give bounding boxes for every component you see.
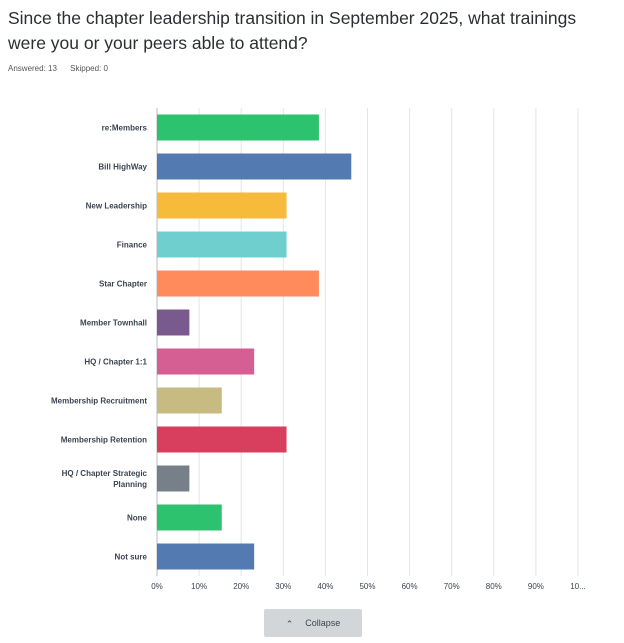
- bar[interactable]: [157, 309, 190, 336]
- category-label: None: [127, 514, 148, 523]
- x-tick-label: 90%: [528, 582, 544, 591]
- x-tick-label: 80%: [486, 582, 502, 591]
- bar[interactable]: [157, 465, 190, 492]
- category-label: Bill HighWay: [98, 163, 147, 172]
- bar[interactable]: [157, 270, 319, 297]
- skipped-count: Skipped: 0: [70, 64, 108, 73]
- bar[interactable]: [157, 387, 222, 414]
- category-label: HQ / Chapter Strategic Planning: [62, 469, 148, 489]
- x-tick-label: 40%: [317, 582, 333, 591]
- bar[interactable]: [157, 231, 287, 258]
- category-label: Star Chapter: [99, 280, 147, 289]
- response-stats: Answered: 13 Skipped: 0: [8, 64, 119, 73]
- bar-chart: re:Members Bill HighWay New Leadership Fina…: [51, 108, 586, 591]
- bar[interactable]: [157, 543, 255, 570]
- bar[interactable]: [157, 348, 255, 375]
- x-tick-label: 10%: [191, 582, 207, 591]
- category-label: Finance: [117, 241, 148, 250]
- bar[interactable]: [157, 504, 222, 531]
- category-label: New Leadership: [86, 202, 147, 211]
- x-tick-label: 70%: [444, 582, 460, 591]
- x-tick-label: 50%: [359, 582, 375, 591]
- category-labels: re:Members Bill HighWay New Leadership Fina…: [51, 124, 148, 562]
- x-tick-label: 60%: [402, 582, 418, 591]
- chart-grid: [156, 108, 579, 576]
- category-label: Membership Retention: [61, 436, 147, 445]
- bar[interactable]: [157, 192, 287, 219]
- category-label: Membership Recruitment: [51, 397, 147, 406]
- category-label: Member Townhall: [80, 319, 147, 328]
- collapse-button[interactable]: ⌃ Collapse: [264, 609, 362, 637]
- chevron-up-icon: ⌃: [285, 618, 294, 629]
- category-label: re:Members: [102, 124, 148, 133]
- x-tick-label: 10...: [570, 582, 586, 591]
- answered-count: Answered: 13: [8, 64, 57, 73]
- collapse-label: Collapse: [305, 618, 341, 628]
- category-label: HQ / Chapter 1:1: [84, 358, 147, 367]
- x-tick-label: 0%: [151, 582, 163, 591]
- bar[interactable]: [157, 114, 319, 141]
- question-title: Since the chapter leadership transition …: [8, 8, 577, 53]
- x-tick-label: 20%: [233, 582, 249, 591]
- x-tick-label: 30%: [275, 582, 291, 591]
- category-label: Not sure: [115, 553, 148, 562]
- bar[interactable]: [157, 153, 352, 180]
- chart-bars: [157, 114, 352, 570]
- x-axis-ticks: 0% 10% 20% 30% 40% 50% 60% 70% 80% 90% 10...: [151, 582, 586, 591]
- bar[interactable]: [157, 426, 287, 453]
